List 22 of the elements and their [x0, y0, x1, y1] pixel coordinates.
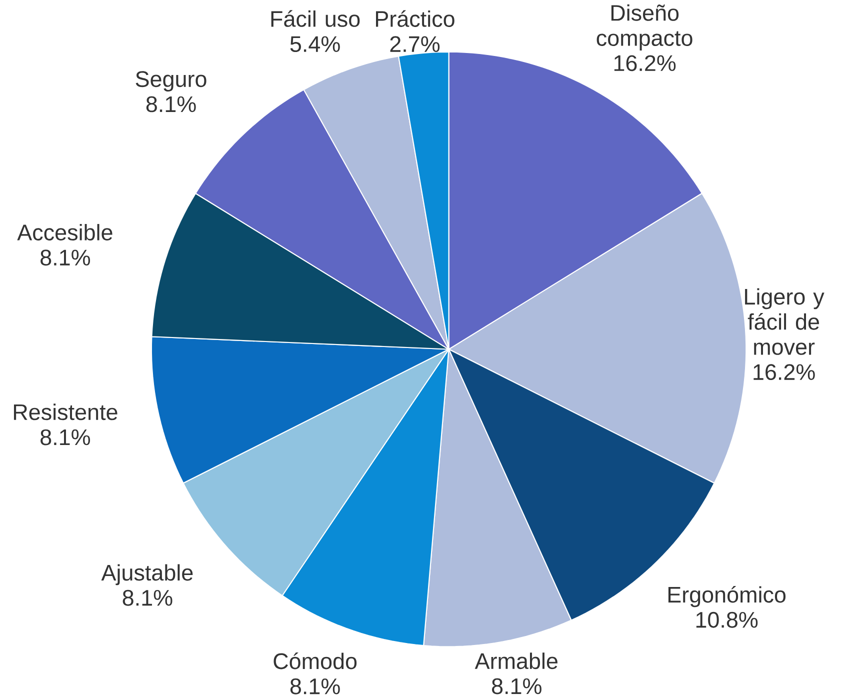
data-label: 16.2%	[614, 55, 676, 72]
data-label: 5.4%	[290, 36, 340, 52]
slice-label: Ajustable	[101, 564, 193, 586]
slice-label: Diseño compacto	[596, 4, 692, 51]
data-label: 16.2%	[754, 364, 815, 380]
data-label: 8.1%	[40, 250, 90, 266]
slice-label: Cómodo	[274, 652, 357, 670]
data-label: 8.1%	[122, 590, 172, 606]
data-label: 8.1%	[290, 678, 340, 694]
slice-label: Accesible	[17, 224, 112, 241]
data-label: 10.8%	[696, 612, 758, 628]
slice-label: Seguro	[136, 71, 206, 92]
slice-label: Armable	[474, 652, 558, 670]
data-label: 2.7%	[390, 36, 440, 52]
data-label: 8.1%	[492, 678, 542, 694]
slice-label: Práctico	[376, 10, 454, 28]
slice-label: Ergonómico	[668, 586, 786, 608]
slice-label: Resistente	[14, 404, 118, 420]
slice-label: Ligero y fácil de mover	[745, 288, 824, 356]
data-label: 8.1%	[146, 96, 196, 112]
data-label: 8.1%	[40, 429, 90, 446]
slice-label: Fácil uso	[271, 10, 360, 28]
